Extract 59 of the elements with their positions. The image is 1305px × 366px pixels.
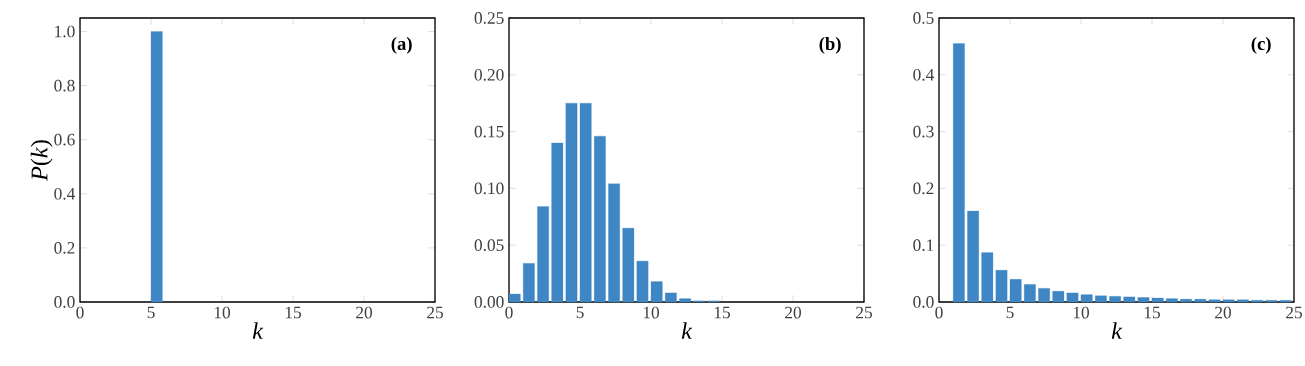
bar — [1109, 296, 1121, 303]
bar — [1038, 288, 1050, 303]
bar — [537, 206, 549, 303]
bar — [953, 43, 965, 303]
x-tick-label: 15 — [1144, 306, 1160, 319]
y-tick-label: 1.0 — [55, 25, 75, 38]
annotation: (c) — [1251, 36, 1271, 54]
y-tick-label: 0.25 — [474, 12, 504, 24]
y-tick-label: 0.0 — [913, 296, 934, 308]
x-axis-title: k — [252, 322, 264, 339]
y-tick-label: 0.2 — [913, 182, 934, 195]
x-tick-label: 0 — [76, 306, 84, 319]
y-tick-label: 0.20 — [474, 68, 504, 81]
y-tick-label: 0.8 — [54, 79, 75, 92]
annotation: (b) — [819, 36, 841, 54]
bar — [1095, 295, 1107, 303]
y-tick-label: 0.0 — [54, 296, 75, 308]
x-axis-title: k — [681, 322, 693, 339]
x-tick-label: 10 — [1073, 306, 1090, 319]
y-tick-label: 0.5 — [913, 12, 934, 24]
y-tick-label: 0.05 — [474, 239, 504, 252]
bar — [1237, 299, 1249, 303]
x-tick-label: 0 — [935, 306, 943, 319]
x-tick-label: 5 — [1006, 306, 1014, 319]
y-tick-label: 0.3 — [913, 125, 934, 138]
bar — [679, 298, 691, 303]
x-tick-label: 5 — [147, 306, 155, 319]
x-tick-label: 15 — [285, 306, 301, 319]
x-tick-label: 25 — [856, 306, 872, 319]
y-axis-title: P(k) — [30, 140, 53, 181]
bar — [523, 263, 535, 303]
x-tick-label: 10 — [214, 306, 231, 319]
x-tick-label: 25 — [427, 306, 443, 319]
x-tick-label: 25 — [1286, 306, 1302, 319]
y-tick-label: 0.10 — [474, 182, 504, 195]
x-tick-label: 0 — [505, 306, 513, 319]
x-tick-label: 15 — [714, 306, 730, 319]
y-tick-label: 0.6 — [54, 133, 75, 146]
y-tick-label: 0.15 — [474, 125, 504, 138]
y-tick-label: 0.1 — [913, 239, 934, 252]
bar — [608, 183, 620, 303]
bar — [508, 293, 521, 303]
x-tick-label: 20 — [1215, 306, 1232, 319]
x-tick-label: 20 — [356, 306, 373, 319]
x-tick-label: 10 — [643, 306, 660, 319]
bar — [1180, 299, 1192, 303]
bar — [665, 292, 677, 303]
bar — [1166, 298, 1178, 303]
x-tick-label: 20 — [785, 306, 802, 319]
bar — [967, 210, 979, 303]
bar — [594, 136, 606, 303]
x-tick-label: 5 — [576, 306, 584, 319]
y-tick-label: 0.4 — [54, 187, 76, 200]
annotation: (a) — [391, 36, 412, 54]
x-axis-title: k — [1111, 322, 1123, 339]
y-tick-label: 0.4 — [913, 68, 935, 81]
y-tick-label: 0.00 — [474, 296, 504, 308]
y-tick-label: 0.2 — [54, 242, 75, 254]
bar — [1024, 284, 1036, 303]
